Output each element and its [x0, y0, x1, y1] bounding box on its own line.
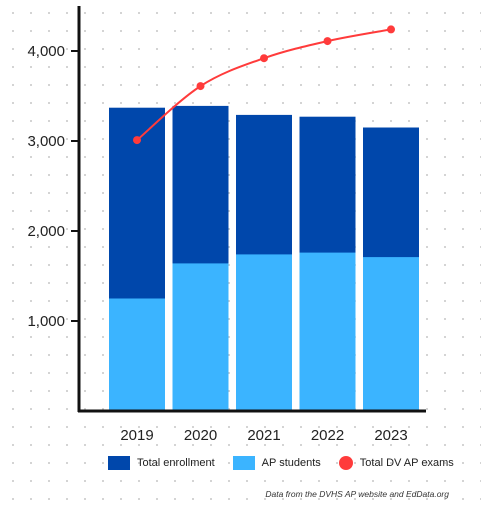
x-tick-label-2019: 2019: [120, 427, 153, 444]
legend: Total enrollment AP students Total DV AP…: [108, 456, 454, 470]
legend-label-ap-exams: Total DV AP exams: [359, 457, 454, 469]
y-tick-label-2000: 2,000: [27, 223, 65, 240]
legend-swatch-ap-students: [232, 456, 255, 470]
source-note: Data from the DVHS AP website and EdData…: [265, 489, 449, 499]
legend-item-ap-exams: Total DV AP exams: [338, 456, 454, 470]
x-tick-label-2023: 2023: [374, 427, 407, 444]
legend-swatch-total-enrollment: [108, 456, 130, 470]
point-ap-exams-2023: [387, 25, 395, 34]
y-tick-label-4000: 4,000: [27, 43, 65, 60]
legend-marker-ap-exams: [338, 456, 353, 470]
legend-label-ap-students: AP students: [261, 457, 321, 469]
x-tick-label-2020: 2020: [184, 427, 217, 444]
point-ap-exams-2019: [133, 136, 141, 145]
bar-ap-students-2023: [363, 257, 419, 411]
bar-ap-students-2022: [299, 252, 356, 411]
y-tick-label-1000: 1,000: [27, 313, 65, 330]
point-ap-exams-2020: [196, 82, 205, 91]
y-tick-label-3000: 3,000: [27, 133, 65, 150]
bar-ap-students-2020: [172, 263, 229, 411]
legend-item-total-enrollment: Total enrollment: [108, 456, 215, 470]
bar-ap-students-2019: [109, 298, 165, 411]
point-ap-exams-2021: [260, 54, 268, 63]
legend-item-ap-students: AP students: [232, 456, 321, 470]
x-tick-label-2022: 2022: [311, 427, 344, 444]
point-ap-exams-2022: [323, 37, 332, 46]
x-tick-label-2021: 2021: [247, 427, 280, 444]
legend-label-total-enrollment: Total enrollment: [137, 457, 215, 469]
bar-ap-students-2021: [236, 254, 292, 411]
